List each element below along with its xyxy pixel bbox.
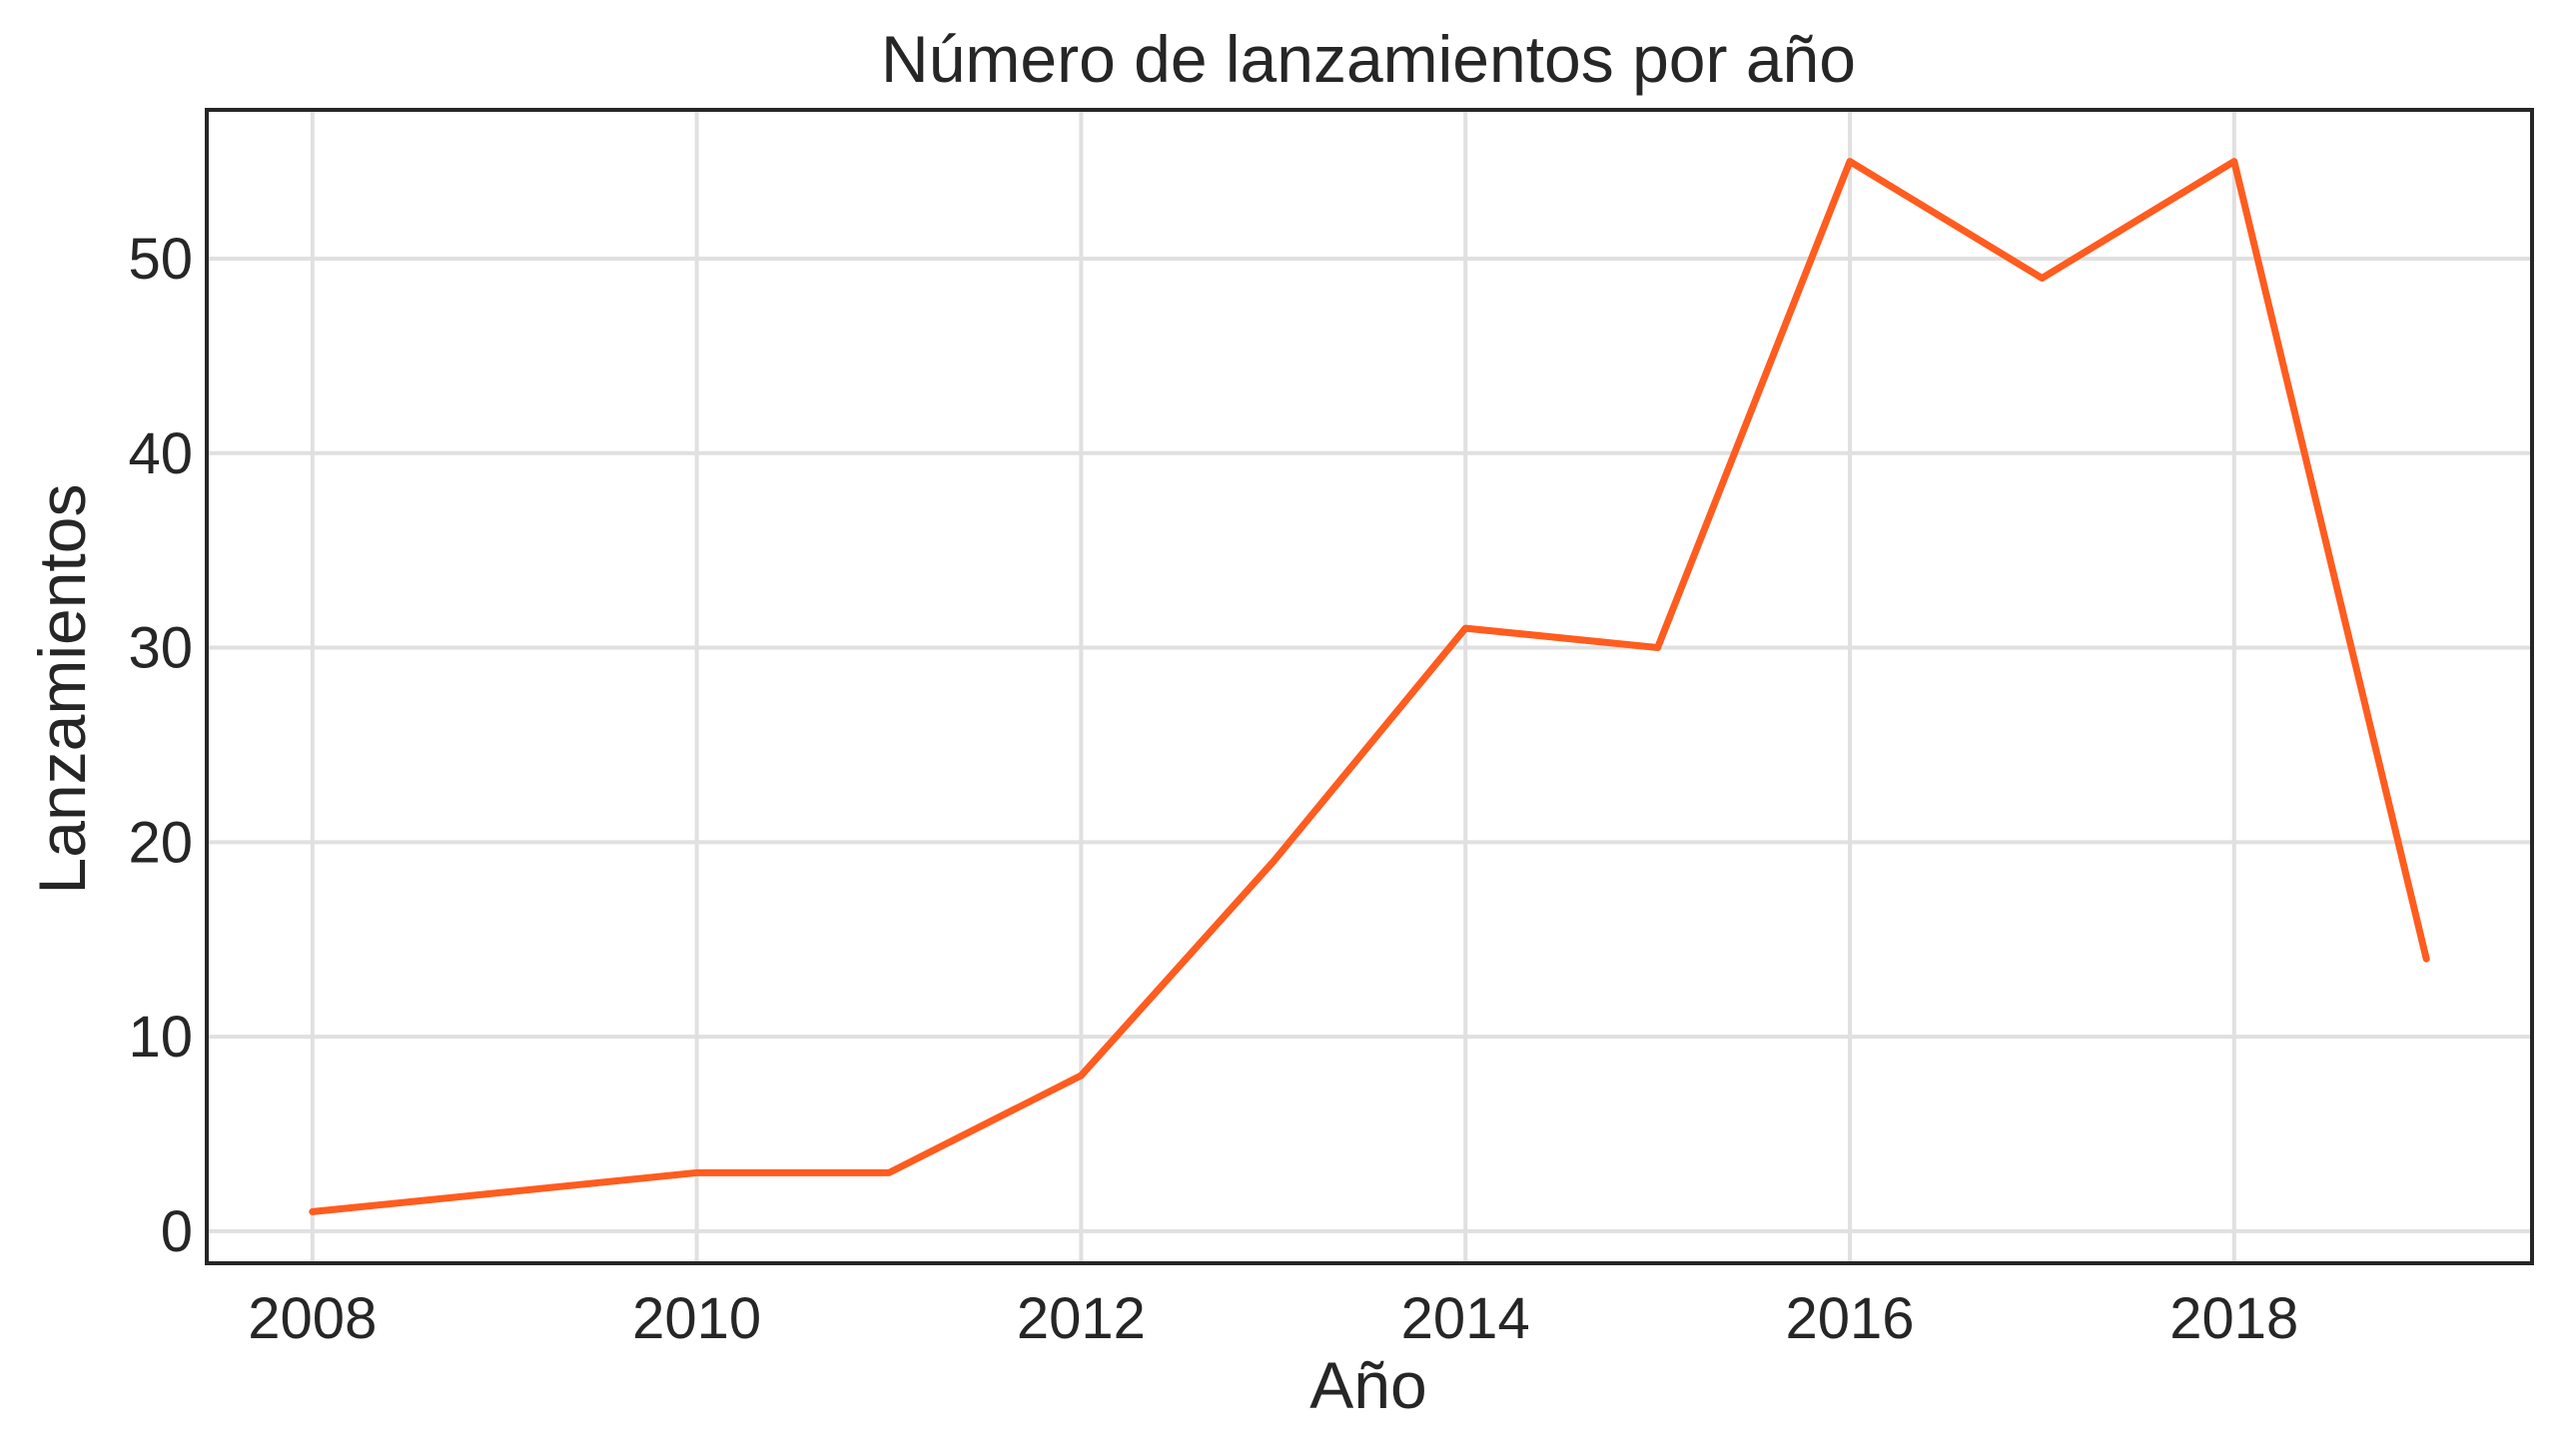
plot-frame xyxy=(205,108,2534,1265)
x-axis-label: Año xyxy=(1309,1348,1426,1422)
x-tick-label: 2016 xyxy=(1785,1286,1914,1351)
x-tick-label: 2012 xyxy=(1017,1286,1146,1351)
y-tick-label: 10 xyxy=(128,1005,193,1070)
data-point xyxy=(310,1208,316,1214)
data-point xyxy=(1271,859,1277,865)
chart-title: Número de lanzamientos por año xyxy=(881,22,1856,96)
data-point xyxy=(2231,159,2237,165)
series-layer xyxy=(309,158,2430,1215)
data-point xyxy=(1847,159,1853,165)
data-point xyxy=(694,1169,700,1175)
x-tick-label: 2010 xyxy=(632,1286,761,1351)
x-tick-label: 2008 xyxy=(248,1286,377,1351)
y-axis-label: Lanzamientos xyxy=(25,484,99,895)
y-tick-label: 30 xyxy=(128,616,193,681)
x-tick-label: 2014 xyxy=(1401,1286,1530,1351)
y-axis-ticks: 0 10 20 30 40 50 xyxy=(128,227,193,1264)
x-tick-label: 2018 xyxy=(2169,1286,2298,1351)
data-point xyxy=(2423,956,2429,962)
x-axis-ticks: 2008 2010 2012 2014 2016 2018 xyxy=(248,1286,2298,1351)
series-line xyxy=(309,158,2430,1215)
y-tick-label: 40 xyxy=(128,421,193,486)
data-point xyxy=(1078,1073,1084,1079)
data-point xyxy=(1462,625,1468,631)
data-point xyxy=(1655,645,1661,651)
data-point xyxy=(886,1169,892,1175)
data-point xyxy=(2039,275,2045,281)
y-tick-label: 20 xyxy=(128,810,193,875)
y-tick-label: 0 xyxy=(161,1199,193,1264)
grid-lines xyxy=(207,110,2532,1263)
data-point xyxy=(501,1189,507,1195)
y-tick-label: 50 xyxy=(128,227,193,292)
